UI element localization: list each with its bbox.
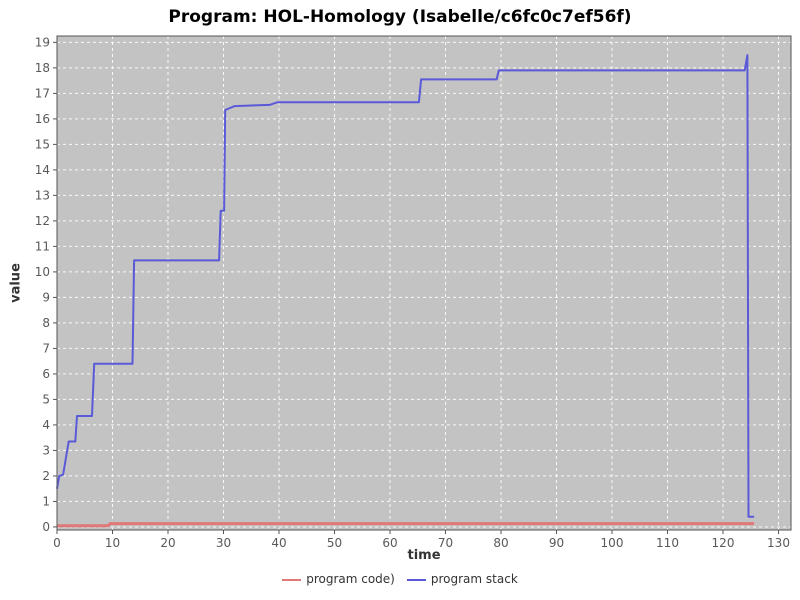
x-tick-label: 30 <box>216 536 231 550</box>
legend-item-program-code: program code) <box>282 572 395 586</box>
series-line-program-code <box>57 522 755 528</box>
legend-label-program-code: program code) <box>306 572 395 586</box>
plot-border <box>56 35 792 531</box>
x-tick-label: 20 <box>160 536 175 550</box>
y-tick-label: 9 <box>42 290 50 304</box>
y-tick-label: 0 <box>42 520 50 534</box>
legend-line-swatch-blue <box>406 578 426 581</box>
legend: program code) program stack <box>0 572 800 586</box>
y-tick-label: 7 <box>42 341 50 355</box>
x-axis-label: time <box>407 548 441 563</box>
y-tick-label: 5 <box>42 392 50 406</box>
y-tick-label: 13 <box>35 188 50 202</box>
x-tick-label: 0 <box>53 536 61 550</box>
legend-item-program-stack: program stack <box>406 572 518 586</box>
x-tick-label: 130 <box>767 536 790 550</box>
y-tick-label: 16 <box>35 112 50 126</box>
y-tick-label: 6 <box>42 367 50 381</box>
legend-label-program-stack: program stack <box>430 572 518 586</box>
y-tick-label: 12 <box>35 214 50 228</box>
y-tick-label: 11 <box>35 239 50 253</box>
x-tick-label: 80 <box>493 536 508 550</box>
chart-title: Program: HOL-Homology (Isabelle/c6fc0c7e… <box>168 7 632 27</box>
y-tick-label: 3 <box>42 443 50 457</box>
x-tick-label: 60 <box>382 536 397 550</box>
legend-line-swatch-red <box>282 578 302 581</box>
x-tick-label: 100 <box>601 536 624 550</box>
x-tick-label: 90 <box>549 536 564 550</box>
y-tick-label: 2 <box>42 469 50 483</box>
x-tick-label: 70 <box>438 536 453 550</box>
x-tick-label: 110 <box>656 536 679 550</box>
x-tick-label: 10 <box>105 536 120 550</box>
y-tick-label: 4 <box>42 418 50 432</box>
series-line-program-stack <box>56 54 755 518</box>
x-tick-label: 120 <box>712 536 735 550</box>
y-tick-label: 10 <box>35 265 50 279</box>
y-tick-label: 14 <box>35 163 50 177</box>
y-tick-label: 17 <box>35 86 50 100</box>
x-tick-label: 40 <box>271 536 286 550</box>
y-tick-label: 15 <box>35 137 50 151</box>
y-tick-label: 19 <box>35 35 50 49</box>
plot-background <box>57 36 791 530</box>
y-axis-label: value <box>8 263 24 303</box>
y-tick-label: 1 <box>42 494 50 508</box>
x-tick-label: 50 <box>327 536 342 550</box>
y-tick-label: 18 <box>35 61 50 75</box>
y-tick-label: 8 <box>42 316 50 330</box>
